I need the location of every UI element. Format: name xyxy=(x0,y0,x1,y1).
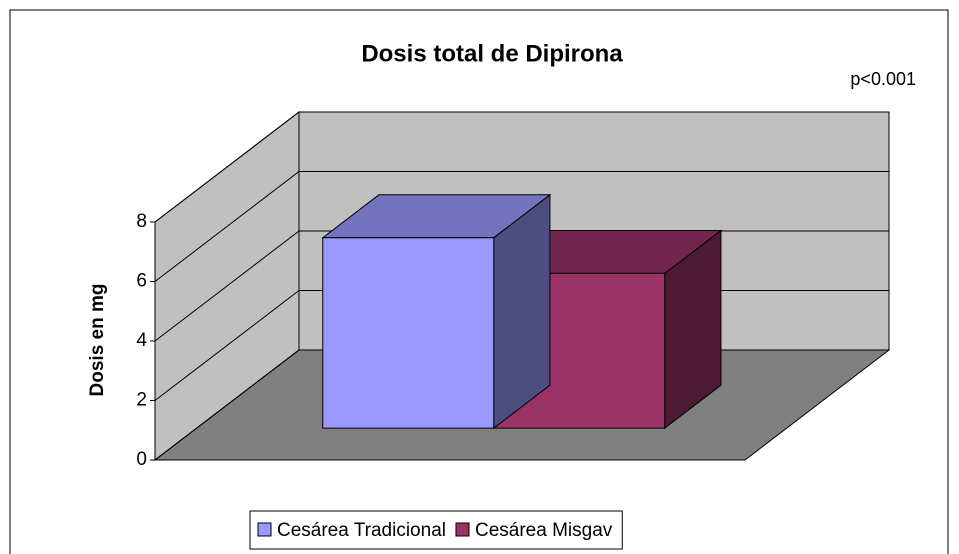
legend-swatch xyxy=(455,522,470,537)
y-tick-label: 2 xyxy=(136,390,147,411)
legend-swatch xyxy=(257,522,272,537)
legend xyxy=(249,510,623,550)
bars xyxy=(321,193,723,430)
legend-label: Cesárea Tradicional xyxy=(277,520,446,541)
legend-items: Cesárea Tradicional Cesárea Misgav xyxy=(257,520,613,541)
annotation: p<0.001 xyxy=(850,69,916,89)
y-tick-label: 0 xyxy=(136,449,147,470)
y-axis-label: Dosis en mg xyxy=(87,284,108,397)
y-tick-label: 4 xyxy=(136,330,147,351)
y-tick-label: 8 xyxy=(136,211,147,232)
y-tick-label: 6 xyxy=(136,271,147,292)
grid-line xyxy=(154,171,889,282)
legend-label: Cesárea Misgav xyxy=(475,520,613,541)
grid-line xyxy=(154,111,889,223)
chart-title: Dosis total de Dipirona xyxy=(361,40,623,67)
bar xyxy=(322,237,495,429)
